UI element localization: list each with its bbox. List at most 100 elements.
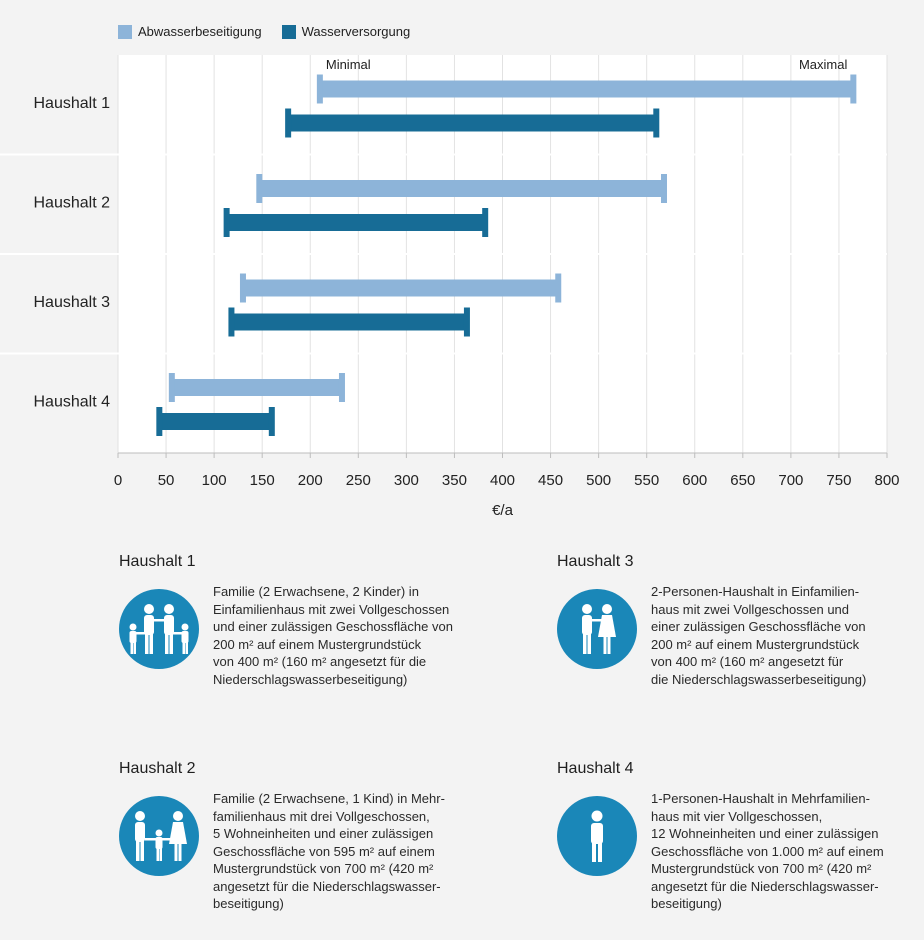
household-block-4: Haushalt 4 1-Personen-Haushalt in Mehrfa… — [557, 760, 884, 913]
category-label: Haushalt 1 — [34, 95, 111, 112]
household-title: Haushalt 4 — [557, 760, 634, 777]
description-line: die Niederschlagswasserbeseitigung) — [651, 671, 867, 687]
category-label: Haushalt 2 — [34, 194, 111, 211]
category-label: Haushalt 3 — [34, 294, 111, 311]
x-tick-label: 400 — [490, 472, 515, 489]
x-tick-label: 250 — [346, 472, 371, 489]
description-line: Familie (2 Erwachsene, 2 Kinder) in — [213, 584, 419, 599]
legend-label-wasser: Wasserversorgung — [301, 24, 411, 39]
description-line: Mustergrundstück von 700 m² (420 m² — [651, 861, 872, 876]
description-line: haus mit zwei Vollgeschossen und — [651, 601, 850, 617]
description-line: beseitigung) — [213, 896, 284, 911]
household-block-3: Haushalt 3 2-Personen-Haushalt in Einfam… — [557, 553, 866, 688]
range-bar-min-cap — [256, 174, 263, 203]
description-line: einer zulässigen Geschossfläche von — [651, 619, 866, 634]
household-description: Familie (2 Erwachsene, 1 Kind) in Mehr- … — [213, 790, 445, 913]
description-line: haus mit vier Vollgeschossen, — [651, 808, 823, 824]
x-tick-label: 450 — [538, 472, 563, 489]
description-line: Niederschlagswasserbeseitigung) — [213, 671, 408, 687]
description-line: 200 m² auf einem Mustergrundstück — [213, 636, 422, 652]
description-line: 12 Wohneinheiten und einer zulässigen — [651, 826, 879, 841]
x-tick-label: 550 — [634, 472, 659, 489]
household-block-1: Haushalt 1 Familie (2 Erwachsene, 2 Kind… — [119, 553, 453, 688]
household-description: 2-Personen-Haushalt in Einfamilien- haus… — [651, 583, 866, 688]
range-bar-abwasser — [316, 74, 857, 104]
household-description: Familie (2 Erwachsene, 2 Kinder) in Einf… — [213, 583, 453, 688]
range-bar-chart: 0 50 100 150 200 250 300 350 400 450 500 550 600 650 7… — [0, 55, 900, 519]
description-line: 1-Personen-Haushalt in Mehrfamilien- — [651, 791, 870, 806]
description-line: Geschossfläche von 1.000 m² auf einem — [651, 843, 884, 859]
couple-icon — [557, 589, 637, 669]
family-two-adults-two-children-icon — [119, 589, 199, 669]
description-line: Familie (2 Erwachsene, 1 Kind) in Mehr- — [213, 791, 445, 806]
range-bar-wasser — [156, 407, 275, 436]
range-bar-body — [171, 379, 342, 396]
description-line: 200 m² auf einem Mustergrundstück — [651, 636, 860, 652]
legend-item-abwasser: Abwasserbeseitigung — [118, 24, 262, 39]
legend-swatch-abwasser — [118, 24, 132, 39]
range-bar-min-cap — [239, 273, 246, 303]
range-bar-body — [259, 180, 664, 197]
range-bar-wasser — [228, 307, 470, 337]
range-bar-max-cap — [463, 307, 470, 337]
range-bar-min-cap — [285, 108, 292, 138]
x-tick-label: 600 — [682, 472, 707, 489]
x-tick-label: 300 — [394, 472, 419, 489]
x-tick-label: 800 — [874, 472, 899, 489]
range-bar-abwasser — [168, 373, 345, 402]
household-title: Haushalt 1 — [119, 553, 196, 570]
x-tick-label: 750 — [826, 472, 851, 489]
household-description: 1-Personen-Haushalt in Mehrfamilien- hau… — [651, 790, 884, 913]
legend-swatch-wasser — [281, 24, 296, 39]
description-line: 2-Personen-Haushalt in Einfamilien- — [651, 584, 860, 599]
range-bar-wasser — [223, 208, 489, 237]
range-bar-max-cap — [338, 373, 345, 402]
range-bar-body — [231, 313, 467, 331]
range-bar-body — [242, 279, 559, 297]
range-bar-body — [159, 413, 272, 430]
x-tick-label: 650 — [730, 472, 755, 489]
x-tick-label: 50 — [158, 472, 175, 489]
description-line: angesetzt für die Niederschlagswasser- — [213, 878, 441, 894]
annotation-maximal: Maximal — [799, 57, 848, 72]
x-tick-label: 100 — [202, 472, 227, 489]
household-title: Haushalt 2 — [119, 760, 196, 777]
household-title: Haushalt 3 — [557, 553, 634, 570]
legend-item-wasser: Wasserversorgung — [281, 24, 411, 39]
range-bar-max-cap — [850, 74, 857, 104]
range-bar-max-cap — [653, 108, 660, 138]
range-bar-min-cap — [168, 373, 175, 402]
x-tick-label: 150 — [250, 472, 275, 489]
description-line: Einfamilienhaus mit zwei Vollgeschossen — [213, 601, 450, 617]
legend-label-abwasser: Abwasserbeseitigung — [138, 24, 262, 39]
x-tick-label: 350 — [442, 472, 467, 489]
description-line: angesetzt für die Niederschlagswasser- — [651, 878, 879, 894]
x-tick-label: 700 — [778, 472, 803, 489]
range-bar-min-cap — [156, 407, 163, 436]
category-label: Haushalt 4 — [34, 393, 111, 410]
range-bar-max-cap — [482, 208, 489, 237]
range-bar-min-cap — [316, 74, 323, 104]
x-tick-label: 200 — [298, 472, 323, 489]
range-bar-abwasser — [256, 174, 667, 203]
description-line: von 400 m² (160 m² angesetzt für die — [213, 654, 427, 669]
description-line: 5 Wohneinheiten und einer zulässigen — [213, 826, 434, 841]
description-line: familienhaus mit drei Vollgeschossen, — [213, 808, 430, 824]
range-bar-min-cap — [228, 307, 235, 337]
chart-legend: Abwasserbeseitigung Wasserversorgung — [118, 24, 410, 39]
description-line: Geschossfläche von 595 m² auf einem — [213, 843, 435, 859]
description-line: beseitigung) — [651, 896, 722, 911]
range-bar-wasser — [285, 108, 660, 138]
range-bar-body — [226, 214, 486, 231]
range-bar-max-cap — [268, 407, 275, 436]
range-bar-body — [319, 80, 854, 98]
x-tick-label: 500 — [586, 472, 611, 489]
annotation-minimal: Minimal — [326, 57, 371, 72]
range-bar-body — [288, 114, 657, 132]
x-tick-label: 0 — [114, 472, 122, 489]
single-person-icon — [557, 796, 637, 876]
family-two-adults-one-child-icon — [119, 796, 199, 876]
range-bar-abwasser — [239, 273, 562, 303]
description-line: und einer zulässigen Geschossfläche von — [213, 619, 453, 634]
range-bar-max-cap — [660, 174, 667, 203]
